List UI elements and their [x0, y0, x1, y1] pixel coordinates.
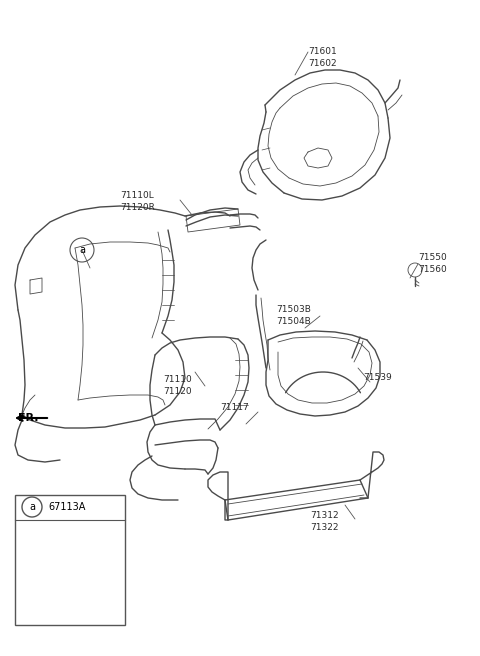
Text: 71117: 71117: [220, 403, 249, 413]
Text: 71110L: 71110L: [120, 190, 154, 199]
Text: 71539: 71539: [363, 373, 392, 382]
Bar: [15, 495, 125, 625]
Text: 71550: 71550: [418, 253, 447, 262]
Text: a: a: [29, 502, 35, 512]
Text: 71601: 71601: [308, 47, 337, 56]
Text: 71503B: 71503B: [276, 306, 311, 314]
Text: 71120: 71120: [163, 388, 192, 396]
Text: 67113A: 67113A: [48, 502, 85, 512]
Text: 71110: 71110: [163, 375, 192, 384]
Text: 71602: 71602: [308, 60, 336, 68]
Text: 71504B: 71504B: [276, 318, 311, 327]
Text: 71312: 71312: [310, 510, 338, 520]
Text: 71120R: 71120R: [120, 203, 155, 211]
Text: 71322: 71322: [310, 522, 338, 531]
Text: FR.: FR.: [18, 413, 38, 423]
Text: 71560: 71560: [418, 266, 447, 274]
Text: a: a: [79, 245, 85, 255]
